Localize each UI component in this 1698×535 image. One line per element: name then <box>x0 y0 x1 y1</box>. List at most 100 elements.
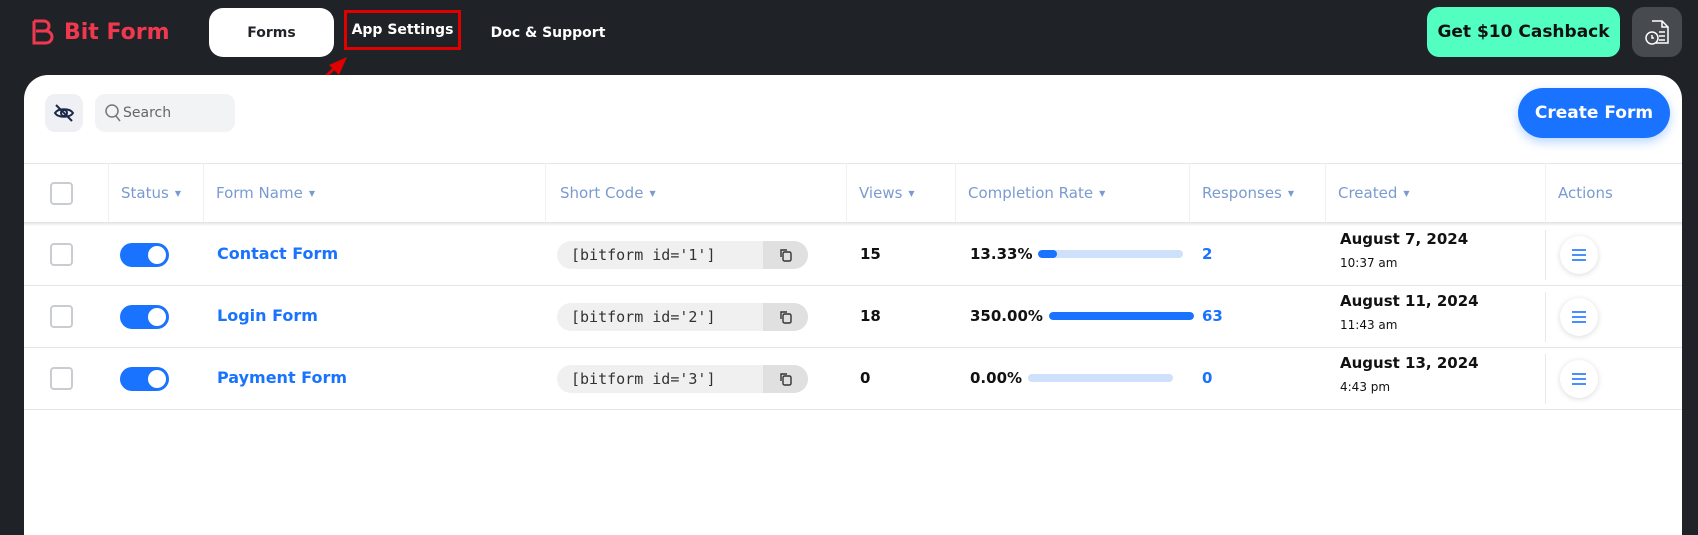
short-code-text: [bitform id='3'] <box>571 370 716 388</box>
col-label: Responses <box>1202 184 1282 202</box>
row-checkbox[interactable] <box>50 367 73 390</box>
created-time: 11:43 am <box>1340 318 1398 332</box>
bitform-logo-icon <box>32 19 54 45</box>
col-label: Created <box>1338 184 1398 202</box>
cashback-button[interactable]: Get $10 Cashback <box>1427 7 1620 57</box>
nav-doc-support[interactable]: Doc & Support <box>490 24 606 41</box>
copy-button[interactable] <box>763 303 808 331</box>
col-form-name[interactable]: Form Name ▼ <box>203 163 545 223</box>
completion-rate: 0.00% <box>970 369 1174 387</box>
completion-value: 350.00% <box>970 307 1043 325</box>
col-actions: Actions <box>1545 163 1682 223</box>
completion-bar <box>1028 374 1174 382</box>
header-divider <box>24 222 1682 226</box>
created-cell: August 7, 2024 10:37 am <box>1340 230 1468 270</box>
row-checkbox[interactable] <box>50 243 73 266</box>
create-form-button[interactable]: Create Form <box>1518 88 1670 138</box>
col-label: Status <box>121 184 169 202</box>
row-divider <box>24 409 1682 410</box>
completion-bar <box>1038 250 1184 258</box>
sort-caret-icon: ▼ <box>1403 188 1410 198</box>
document-clock-icon <box>1645 20 1669 45</box>
forms-panel <box>24 75 1682 535</box>
row-checkbox[interactable] <box>50 305 73 328</box>
responses-link[interactable]: 63 <box>1202 307 1223 325</box>
status-toggle[interactable] <box>120 367 169 391</box>
row-actions-button[interactable] <box>1560 298 1598 336</box>
completion-bar-fill <box>1038 250 1058 258</box>
completion-value: 13.33% <box>970 245 1033 263</box>
copy-icon <box>779 373 792 386</box>
created-time: 10:37 am <box>1340 256 1398 270</box>
col-label: Completion Rate <box>968 184 1094 202</box>
brand-logo[interactable]: Bit Form <box>30 18 170 46</box>
short-code-text: [bitform id='2'] <box>571 308 716 326</box>
eye-off-icon <box>53 104 75 122</box>
sort-caret-icon: ▼ <box>174 188 181 198</box>
search-input[interactable]: Search <box>95 94 235 132</box>
col-short-code[interactable]: Short Code ▼ <box>545 163 846 223</box>
brand-name: Bit Form <box>64 19 170 45</box>
copy-button[interactable] <box>763 241 808 269</box>
copy-icon <box>779 311 792 324</box>
completion-bar <box>1048 312 1194 320</box>
form-name-link[interactable]: Contact Form <box>217 244 339 263</box>
row-divider <box>24 285 1682 286</box>
row-divider <box>24 347 1682 348</box>
short-code-field: [bitform id='1'] <box>557 241 808 269</box>
toggle-columns-button[interactable] <box>45 94 83 132</box>
menu-icon <box>1572 311 1586 323</box>
divider <box>1545 292 1546 342</box>
col-views[interactable]: Views ▼ <box>846 163 955 223</box>
form-name-link[interactable]: Payment Form <box>217 368 347 387</box>
nav-app-settings[interactable]: App Settings <box>344 10 461 50</box>
sort-caret-icon: ▼ <box>1099 188 1106 198</box>
form-name-link[interactable]: Login Form <box>217 306 318 325</box>
created-cell: August 13, 2024 4:43 pm <box>1340 354 1479 394</box>
responses-link[interactable]: 2 <box>1202 245 1213 263</box>
created-date: August 13, 2024 <box>1340 354 1479 372</box>
table-row: Contact Form [bitform id='1'] 15 13.33% … <box>24 224 1682 286</box>
search-icon <box>105 104 121 122</box>
table-row: Login Form [bitform id='2'] 18 350.00% 6… <box>24 286 1682 348</box>
views-value: 18 <box>860 307 881 325</box>
col-label: Actions <box>1558 184 1613 202</box>
completion-value: 0.00% <box>970 369 1023 387</box>
short-code-text: [bitform id='1'] <box>571 246 716 264</box>
col-label: Short Code <box>560 184 644 202</box>
completion-bar-fill <box>1048 312 1194 320</box>
created-time: 4:43 pm <box>1340 380 1391 394</box>
sort-caret-icon: ▼ <box>649 188 656 198</box>
created-date: August 7, 2024 <box>1340 230 1469 248</box>
created-cell: August 11, 2024 11:43 am <box>1340 292 1479 332</box>
menu-icon <box>1572 249 1586 261</box>
col-completion-rate[interactable]: Completion Rate ▼ <box>955 163 1189 223</box>
col-status[interactable]: Status ▼ <box>108 163 203 223</box>
views-value: 15 <box>860 245 881 263</box>
copy-button[interactable] <box>763 365 808 393</box>
col-created[interactable]: Created ▼ <box>1325 163 1545 223</box>
search-placeholder: Search <box>123 105 172 121</box>
status-toggle[interactable] <box>120 305 169 329</box>
row-actions-button[interactable] <box>1560 236 1598 274</box>
responses-link[interactable]: 0 <box>1202 369 1213 387</box>
short-code-field: [bitform id='2'] <box>557 303 808 331</box>
nav-forms[interactable]: Forms <box>209 8 334 57</box>
col-responses[interactable]: Responses ▼ <box>1189 163 1325 223</box>
changelog-button[interactable] <box>1632 7 1682 57</box>
status-toggle[interactable] <box>120 243 169 267</box>
completion-rate: 13.33% <box>970 245 1184 263</box>
divider <box>1545 230 1546 280</box>
created-date: August 11, 2024 <box>1340 292 1479 310</box>
table-row: Payment Form [bitform id='3'] 0 0.00% 0 … <box>24 348 1682 410</box>
select-all-checkbox[interactable] <box>50 182 73 205</box>
sort-caret-icon: ▼ <box>308 188 315 198</box>
short-code-field: [bitform id='3'] <box>557 365 808 393</box>
completion-rate: 350.00% <box>970 307 1194 325</box>
row-actions-button[interactable] <box>1560 360 1598 398</box>
divider <box>1545 354 1546 404</box>
col-label: Form Name <box>216 184 303 202</box>
copy-icon <box>779 249 792 262</box>
views-value: 0 <box>860 369 871 387</box>
sort-caret-icon: ▼ <box>908 188 915 198</box>
